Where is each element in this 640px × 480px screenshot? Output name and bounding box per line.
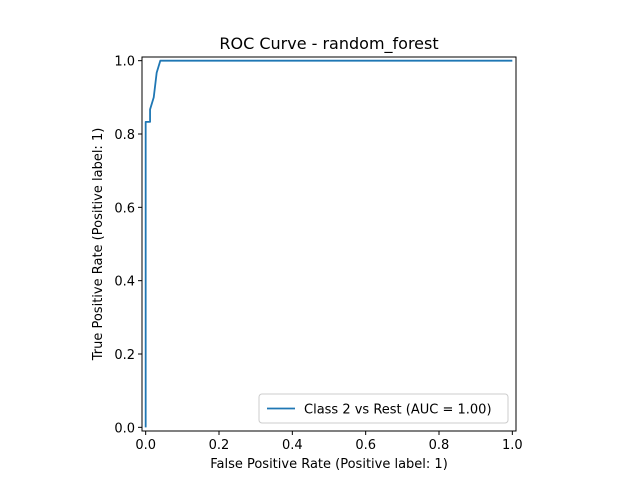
legend: Class 2 vs Rest (AUC = 1.00)	[258, 393, 509, 424]
x-tick-label: 0.6	[355, 438, 376, 453]
chart-title: ROC Curve - random_forest	[219, 34, 438, 54]
x-tick-label: 0.4	[282, 438, 303, 453]
x-tick-label: 1.0	[502, 438, 523, 453]
y-tick-label: 0.4	[114, 275, 135, 290]
y-tick-label: 1.0	[114, 55, 135, 70]
x-tick-label: 0.0	[135, 438, 156, 453]
axes-frame	[141, 56, 517, 432]
y-tick-label: 0.0	[114, 421, 135, 436]
x-tick-label: 0.8	[429, 438, 450, 453]
x-tick-label: 0.2	[209, 438, 230, 453]
y-axis-label: True Positive Rate (Positive label: 1)	[91, 128, 106, 362]
roc-curve-line	[144, 59, 513, 428]
legend-box	[258, 393, 509, 424]
x-axis-label: False Positive Rate (Positive label: 1)	[210, 457, 448, 472]
legend-label: Class 2 vs Rest (AUC = 1.00)	[304, 403, 492, 418]
y-tick-label: 0.6	[114, 201, 135, 216]
plot-area	[144, 59, 513, 428]
ticks-group: 0.0 0.2 0.4 0.6 0.8 1.0 0.0 0.2 0.4 0.6 0.8 1.0	[114, 55, 522, 453]
y-tick-label: 0.8	[114, 128, 135, 143]
y-tick-label: 0.2	[114, 348, 135, 363]
